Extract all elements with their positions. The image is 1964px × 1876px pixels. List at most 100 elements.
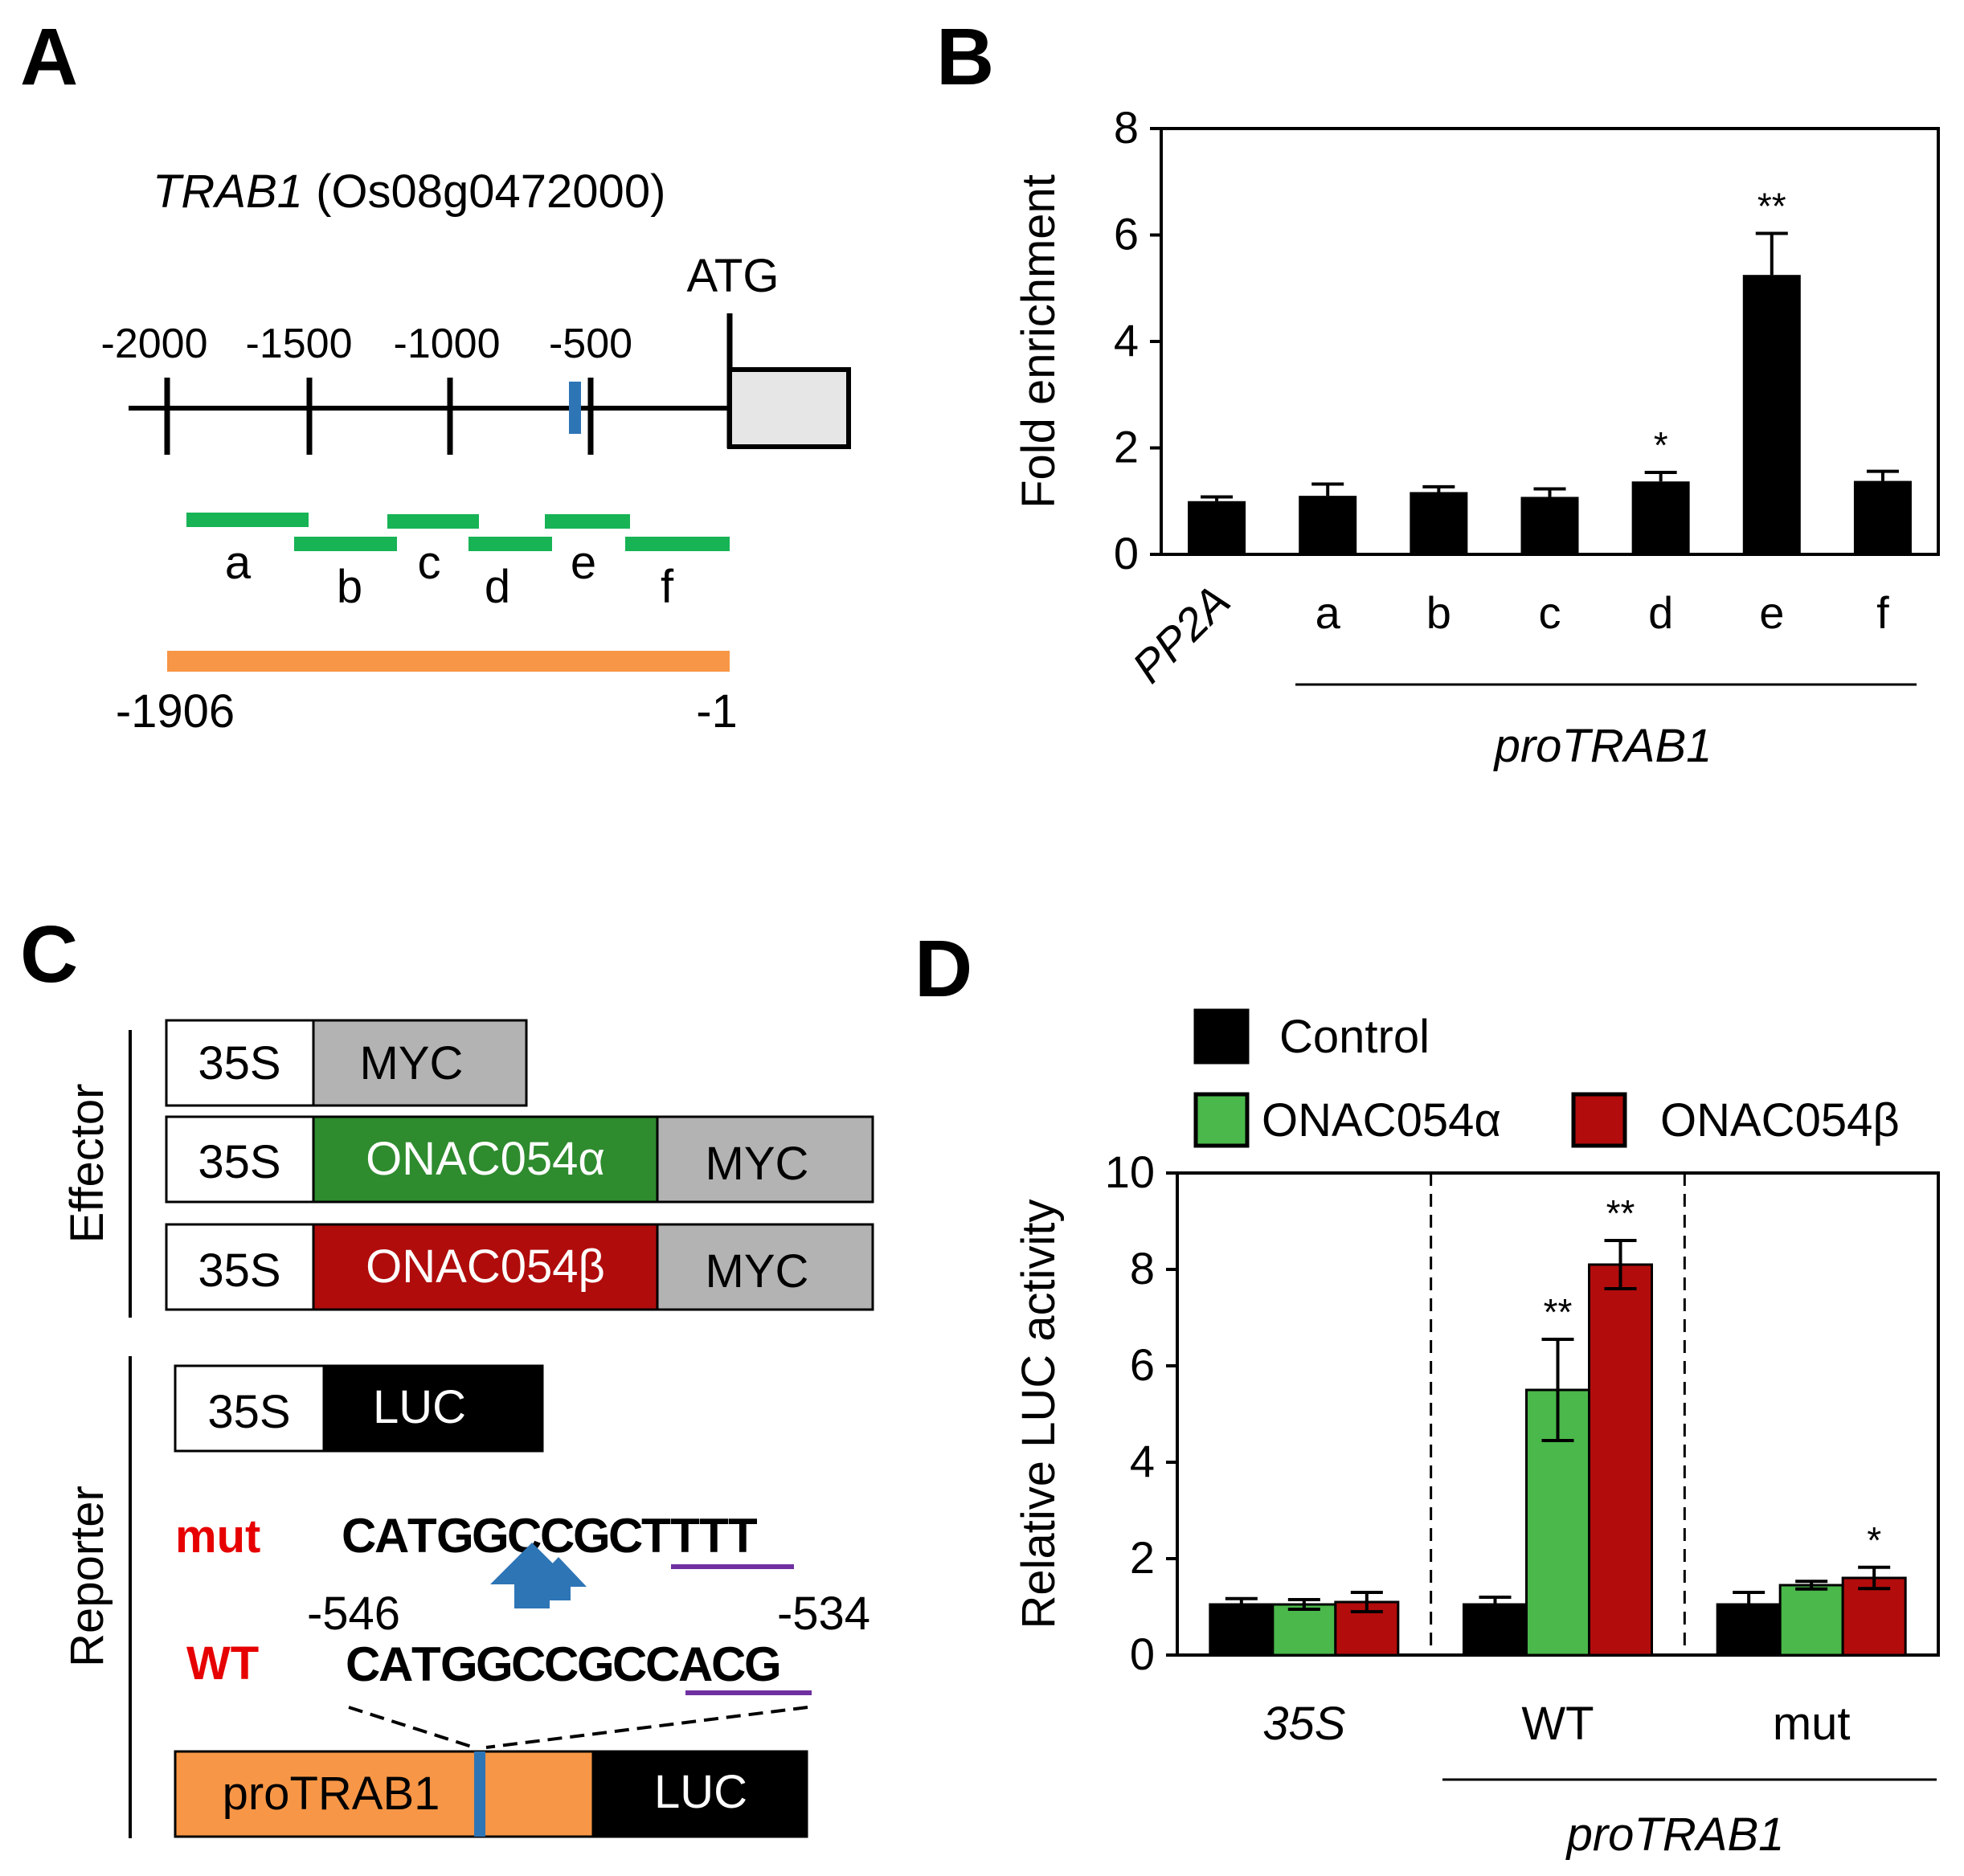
legend-label: ONAC054β (1660, 1094, 1900, 1146)
fragment-bar-b (294, 537, 397, 551)
y-tick-label: 6 (1114, 209, 1139, 260)
x-tick-label: e (1759, 587, 1784, 638)
x-tick-label: PP2A (1123, 575, 1240, 693)
sequence-base: T (411, 1637, 441, 1691)
promoter-label: 35S (207, 1386, 290, 1438)
y-tick-label: 2 (1130, 1532, 1155, 1583)
wt-label: WT (186, 1637, 259, 1690)
fragment-bar-a (186, 513, 309, 527)
sequence-base: C (645, 1637, 680, 1691)
fragment-bar-f (625, 537, 730, 551)
bar-PP2A (1188, 501, 1246, 554)
position-label: -500 (549, 321, 632, 367)
x-tick-label: b (1426, 587, 1451, 638)
zoom-line-left (348, 1706, 475, 1749)
y-tick-label: 4 (1130, 1436, 1155, 1486)
chart-relative-luc-activity: 0 2 4 6 8 10 Relative LUC activity 35S ** ** WT * mu… (1013, 1008, 1940, 1861)
x-tick-label: c (1539, 587, 1561, 638)
onac054-alpha-label: ONAC054α (366, 1133, 605, 1185)
effector-label: Effector (61, 1084, 113, 1244)
first-exon-box (727, 367, 851, 449)
fragment-label: f (661, 561, 674, 613)
sequence-base: T (407, 1509, 437, 1563)
y-tick-label: 10 (1105, 1146, 1155, 1197)
fragment-bar-e (545, 514, 630, 529)
bar-WT-2 (1588, 1263, 1653, 1657)
luc-label: LUC (373, 1381, 466, 1433)
legend-swatch (1193, 1092, 1250, 1148)
sequence-base: G (577, 1637, 615, 1691)
luc-box (591, 1750, 808, 1838)
fragment-bar-c (387, 514, 479, 529)
luc-box (322, 1364, 544, 1453)
myc-tag-box (312, 1019, 528, 1107)
svg-text:TRAB1 (Os08g0472000): TRAB1 (Os08g0472000) (153, 166, 665, 218)
bar-c (1520, 497, 1579, 554)
panel-a-letter: A (20, 12, 78, 102)
legend-label: Control (1279, 1011, 1430, 1063)
fragment-bar-d (468, 537, 552, 551)
y-tick-label: 2 (1114, 422, 1139, 472)
panel-a: A TRAB1 (Os08g0472000) ATG -2000 -1500 -… (20, 12, 851, 738)
sequence-base: A (374, 1509, 409, 1563)
promoter-box-35s (165, 1019, 315, 1107)
sequence-base: G (472, 1509, 509, 1563)
legend: Control ONAC054α ONAC054β (1193, 1008, 1900, 1148)
reporter-label: Reporter (61, 1486, 113, 1667)
sequence-start-position: -546 (307, 1588, 400, 1640)
x-tick-label: mut (1773, 1698, 1851, 1750)
y-tick-label: 4 (1114, 315, 1139, 366)
y-tick-label: 8 (1114, 102, 1139, 153)
protrab1-box (174, 1750, 595, 1838)
bar-e (1742, 275, 1801, 554)
fragment-label: a (225, 537, 252, 589)
promoter-box-35s (165, 1115, 315, 1204)
binding-site-marker (474, 1751, 485, 1837)
protrab1-label: proTRAB1 (223, 1768, 440, 1820)
sequence-base: A (378, 1637, 413, 1691)
legend-label: ONAC054α (1262, 1094, 1501, 1146)
bar-b (1410, 492, 1468, 554)
promoter-box-35s (165, 1223, 315, 1311)
myc-tag-box (656, 1115, 874, 1204)
group-label: proTRAB1 (1493, 720, 1712, 772)
luc-label: LUC (654, 1766, 747, 1818)
myc-label: MYC (706, 1245, 809, 1298)
group-label: proTRAB1 (1565, 1809, 1785, 1861)
position-label: -2000 (101, 321, 208, 367)
sequence-base: G (440, 1637, 478, 1691)
range-end-label: -1 (696, 685, 738, 738)
bar-mut-1 (1778, 1584, 1844, 1657)
legend-swatch (1193, 1008, 1250, 1065)
significance-mark: * (1867, 1519, 1881, 1561)
sequence-end-position: -534 (777, 1588, 870, 1640)
x-tick-label: WT (1521, 1698, 1594, 1750)
chart-fold-enrichment: 0 2 4 6 8 Fold enrichment PP2A a b c * d ** e f proTRAB… (1013, 102, 1940, 772)
promoter-label: 35S (198, 1037, 280, 1089)
zoom-line-right (485, 1706, 808, 1749)
mutation-arrow-icon (490, 1543, 574, 1608)
sequence-base: G (436, 1509, 474, 1563)
bar-d (1631, 481, 1690, 554)
onac054-beta-box (312, 1223, 659, 1311)
bar-a (1299, 496, 1357, 554)
significance-mark: * (1654, 424, 1668, 466)
legend-swatch (1571, 1092, 1627, 1148)
x-tick-label: 35S (1262, 1698, 1346, 1750)
sequence-base: T (728, 1509, 758, 1563)
significance-mark: ** (1757, 186, 1786, 227)
promoter-box-35s (174, 1364, 325, 1453)
sequence-base: T (670, 1509, 700, 1563)
panel-b-letter: B (936, 12, 994, 102)
atg-label: ATG (687, 250, 779, 302)
sequence-base: C (511, 1637, 546, 1691)
y-tick-label: 0 (1114, 528, 1139, 578)
fragment-label: d (485, 561, 510, 613)
y-axis-label: Fold enrichment (1013, 174, 1065, 509)
y-axis-label: Relative LUC activity (1013, 1199, 1065, 1629)
y-tick-label: 8 (1130, 1243, 1155, 1294)
binding-site-marker (569, 382, 581, 434)
